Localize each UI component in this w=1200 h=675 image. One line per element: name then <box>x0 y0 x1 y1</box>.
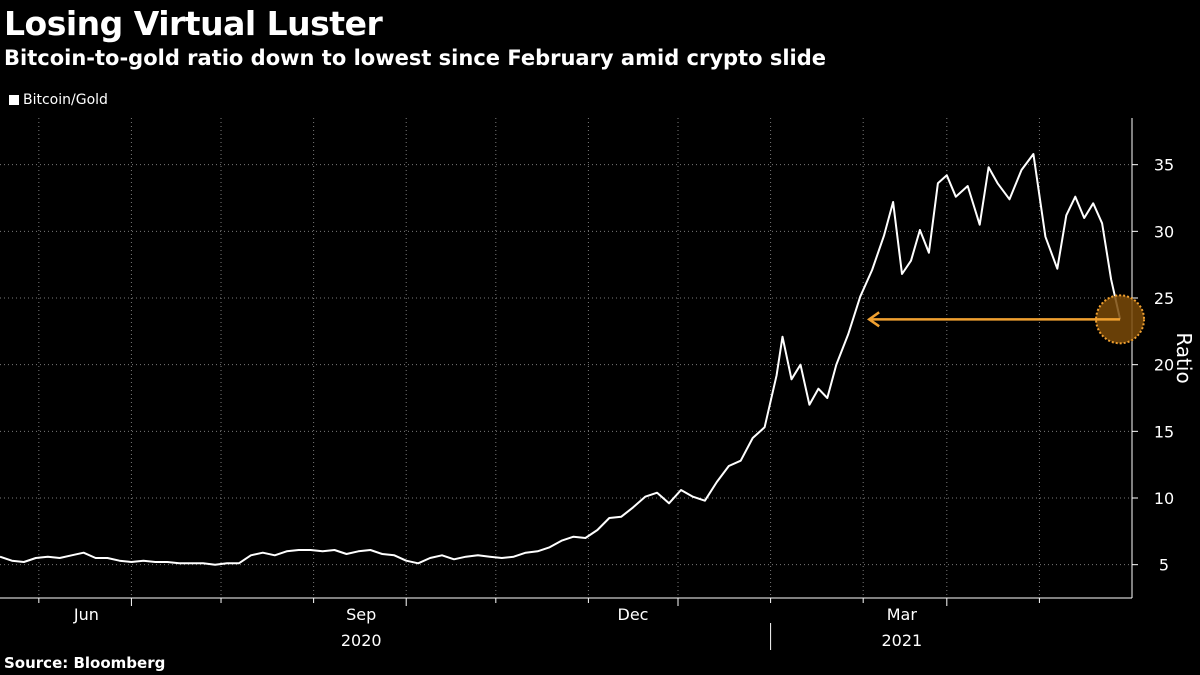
chart-title: Losing Virtual Luster <box>4 4 383 43</box>
x-tick-label-dec: Dec <box>618 605 649 624</box>
x-tick-label-mar: Mar <box>887 605 918 624</box>
legend-label-bitcoin-gold: Bitcoin/Gold <box>23 92 108 108</box>
year-label-2021: 2021 <box>881 631 922 650</box>
y-axis-title: Ratio <box>1172 332 1196 383</box>
y-tick-label-5: 5 <box>1159 556 1169 575</box>
y-tick-label-10: 10 <box>1154 489 1174 508</box>
y-tick-label-20: 20 <box>1154 356 1174 375</box>
x-tick-label-sep: Sep <box>346 605 376 624</box>
y-tick-label-15: 15 <box>1154 422 1174 441</box>
y-tick-label-35: 35 <box>1154 156 1174 175</box>
y-tick-label-30: 30 <box>1154 222 1174 241</box>
series-line-bitcoin-gold <box>0 153 1122 566</box>
year-label-2020: 2020 <box>341 631 382 650</box>
chart-subtitle: Bitcoin-to-gold ratio down to lowest sin… <box>4 46 827 70</box>
y-tick-label-25: 25 <box>1154 289 1174 308</box>
legend-swatch-bitcoin-gold <box>9 95 19 105</box>
x-tick-label-jun: Jun <box>73 605 99 624</box>
arrow-head <box>866 311 880 328</box>
legend: Bitcoin/Gold <box>9 92 108 108</box>
source-note: Source: Bloomberg <box>4 654 166 672</box>
